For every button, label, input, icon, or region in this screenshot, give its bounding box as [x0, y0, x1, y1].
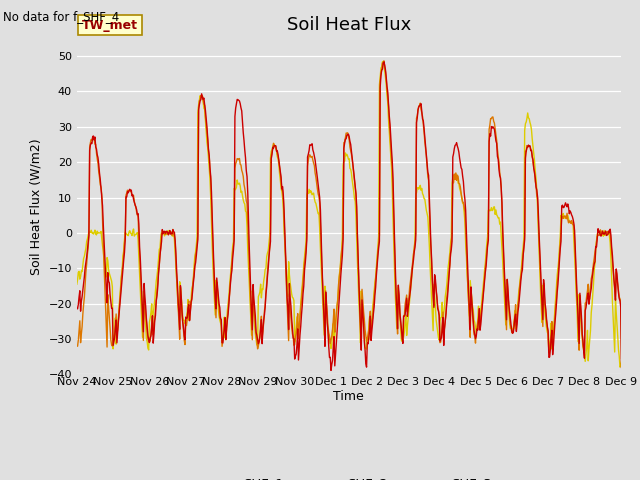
Legend: SHF_1, SHF_2, SHF_3: SHF_1, SHF_2, SHF_3: [200, 472, 497, 480]
Text: TW_met: TW_met: [82, 19, 138, 32]
X-axis label: Time: Time: [333, 390, 364, 403]
Y-axis label: Soil Heat Flux (W/m2): Soil Heat Flux (W/m2): [30, 138, 43, 275]
Title: Soil Heat Flux: Soil Heat Flux: [287, 16, 411, 34]
Text: No data for f_SHF_4: No data for f_SHF_4: [3, 10, 120, 23]
